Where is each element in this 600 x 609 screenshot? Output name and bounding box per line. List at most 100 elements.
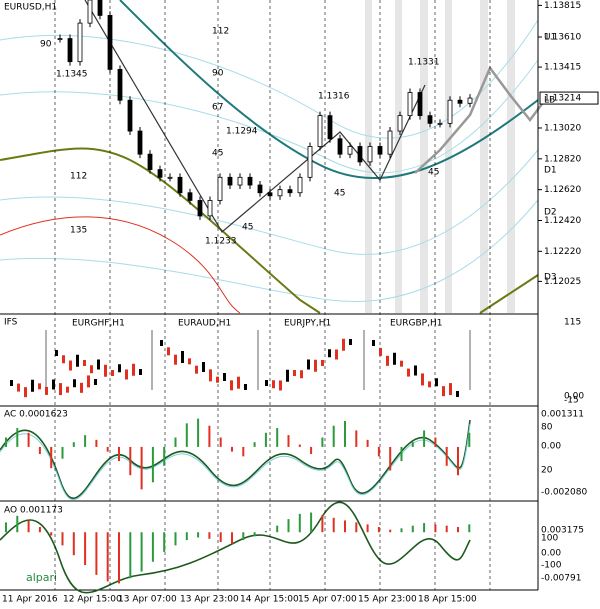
candle [387, 130, 393, 155]
mini-candle [174, 354, 177, 365]
mini-candle [379, 347, 382, 356]
candle [377, 146, 383, 155]
mini-candle [223, 373, 226, 381]
mini-candle [73, 379, 76, 388]
time-label: 13 Apr 23:00 [180, 595, 239, 605]
ac-title: AC 0.0001623 [4, 410, 68, 420]
candle [207, 200, 213, 217]
candle [157, 169, 163, 178]
mini-candle [97, 359, 100, 370]
level-label: D1 [544, 166, 557, 176]
annotation: 1.1331 [408, 58, 440, 68]
mini-candle [62, 355, 65, 364]
candle [437, 122, 443, 125]
mini-candle [293, 370, 296, 376]
time-label: 11 Apr 2016 [2, 595, 58, 605]
mini-candle [230, 380, 233, 391]
mini-candle [17, 383, 20, 392]
ifs-axis-label: 0.00 [564, 392, 584, 402]
mini-candle [386, 355, 389, 366]
candle [127, 99, 133, 132]
osc-axis-label: -0.002080 [541, 488, 587, 498]
candle [367, 146, 373, 163]
candle [447, 99, 453, 124]
mini-candle [216, 376, 219, 383]
candle [57, 38, 63, 40]
mini-candle [342, 338, 345, 351]
osc-axis-label: 0.00 [541, 442, 561, 452]
annotation: 135 [70, 226, 87, 236]
candle [417, 92, 423, 117]
time-label: 12 Apr 15:00 [63, 595, 122, 605]
annotation: 45 [334, 189, 345, 199]
candle [307, 146, 313, 178]
time-label: 13 Apr 07:00 [118, 595, 177, 605]
mini-candle [428, 381, 431, 388]
time-label: 15 Apr 23:00 [358, 595, 417, 605]
mini-candle [188, 358, 191, 365]
mini-candle [195, 365, 198, 374]
annotation: 90 [40, 40, 52, 50]
mini-candle [435, 378, 438, 387]
candle [457, 99, 463, 104]
mini-candle [76, 354, 79, 367]
pair-label: EURJPY,H1 [284, 319, 331, 329]
mini-candle [167, 347, 170, 356]
mini-candle [80, 382, 83, 393]
time-label: 18 Apr 15:00 [418, 595, 477, 605]
price-label: 1.13415 [544, 63, 581, 73]
mini-candle [349, 339, 352, 345]
mini-candle [286, 369, 289, 382]
level-label: U1 [544, 33, 556, 43]
candle [217, 176, 223, 201]
time-label: 15 Apr 07:00 [298, 595, 357, 605]
annotation: 1.1233 [205, 237, 237, 247]
candle [77, 22, 83, 63]
mini-candle [55, 350, 58, 356]
candle [177, 176, 183, 194]
mini-candle [83, 360, 86, 366]
ifs-title: IFS [4, 318, 18, 328]
mini-candle [442, 386, 445, 397]
mini-candle [10, 380, 13, 386]
time-label: 14 Apr 15:00 [240, 595, 299, 605]
current-price: 1.13214 [544, 94, 581, 104]
candle [107, 15, 113, 70]
candle [337, 138, 343, 155]
annotation: 45 [212, 149, 223, 159]
mini-candle [181, 351, 184, 363]
price-label: 1.12620 [544, 185, 581, 195]
pair-label: EURAUD,H1 [178, 319, 231, 329]
price-label: 1.12820 [544, 154, 581, 164]
mini-candle [139, 369, 142, 375]
osc-axis-label: -0.00791 [541, 574, 581, 584]
osc-axis-label: 80 [541, 423, 553, 433]
mini-candle [237, 376, 240, 389]
mini-candle [69, 360, 72, 371]
price-label: 1.13020 [544, 123, 581, 133]
annotation: 45 [428, 168, 439, 178]
osc-axis-label: 0.00 [541, 549, 561, 559]
price-label: 1.13610 [544, 33, 581, 43]
current-price-box [539, 91, 599, 105]
price-label: 1.12420 [544, 216, 581, 226]
candle [137, 130, 143, 155]
candle [397, 115, 403, 132]
candle [407, 92, 413, 117]
mini-candle [300, 370, 303, 379]
symbol: EURUSD,H1 [4, 3, 57, 13]
candle [347, 146, 353, 155]
mini-candle [111, 370, 114, 376]
candle [247, 176, 253, 186]
mini-candle [132, 363, 135, 376]
mini-candle [52, 379, 55, 390]
period-separators [54, 0, 491, 590]
osc-axis-label: -100 [541, 561, 562, 571]
mini-candle [125, 369, 128, 380]
mini-candle [407, 368, 410, 377]
candle [97, 0, 103, 16]
mini-candle [449, 383, 452, 396]
candle [237, 176, 243, 186]
level-label: LB [544, 96, 555, 106]
